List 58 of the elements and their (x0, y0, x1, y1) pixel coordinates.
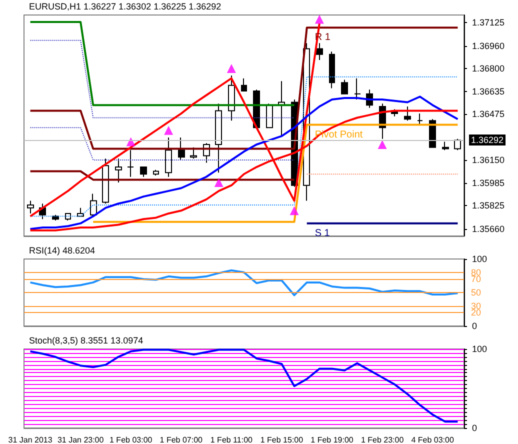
candlestick (316, 42, 323, 61)
y-tick-label: 1.36800 (472, 63, 505, 74)
candlestick (278, 80, 285, 137)
candlestick (341, 79, 348, 94)
candlestick (404, 106, 411, 122)
candlestick (178, 136, 185, 160)
point (378, 140, 387, 150)
y-tick-label: 100 (472, 344, 488, 354)
chart-title: EURUSD,H1 1.36227 1.36302 1.36225 1.36292 (29, 2, 222, 12)
y-tick-label: 1.36960 (472, 40, 505, 51)
candlestick (153, 169, 159, 176)
candlestick (165, 136, 172, 178)
chart-title: Stoch(8,3,5) 8.3551 13.0974 (29, 336, 144, 346)
series-label: S 1 (314, 228, 330, 239)
y-tick-label: 1.36475 (472, 109, 505, 120)
y-tick-label: 1.36635 (472, 86, 505, 97)
candlestick (241, 78, 247, 92)
x-tick-label: 1 Feb 07:00 (160, 436, 204, 444)
y-tick-label: 100 (472, 254, 488, 264)
y-tick-label: 1.36150 (472, 154, 505, 165)
chart-title: RSI(14) 48.6204 (29, 246, 96, 256)
candlestick (190, 146, 197, 160)
ref-line-label: 50 (471, 288, 482, 298)
x-tick-label: 1 Feb 15:00 (260, 436, 304, 444)
ref-line-label: 1.36292 (471, 135, 504, 145)
x-tick-label: 1 Feb 23:00 (360, 436, 404, 444)
x-tick-label: 31 Jan 2013 (8, 436, 53, 444)
candlestick (27, 200, 34, 214)
point (290, 206, 299, 216)
x-tick-label: 1 Feb 03:00 (110, 436, 153, 444)
x-tick-label: 31 Jan 23:00 (57, 436, 104, 444)
line-series (29, 348, 459, 423)
point (164, 126, 174, 135)
point (226, 64, 236, 73)
candlestick (442, 141, 449, 151)
point (214, 178, 224, 188)
candlestick (102, 158, 109, 204)
y-tick-label: 1.35825 (472, 200, 505, 211)
y-tick-label: 0 (472, 423, 478, 433)
candlestick (215, 103, 222, 174)
candlestick (228, 75, 235, 122)
candlestick (65, 212, 71, 222)
line-series (29, 269, 459, 296)
y-tick-label: 1.35985 (472, 178, 505, 188)
x-tick-label: 1 Feb 11:00 (210, 436, 254, 444)
candlestick (127, 150, 134, 178)
candlestick (90, 193, 97, 217)
candlestick (354, 78, 361, 100)
y-tick-label: 0 (472, 321, 478, 331)
candlestick (417, 113, 423, 126)
candlestick (115, 158, 122, 184)
x-tick-label: 4 Feb 03:00 (411, 436, 454, 444)
point (314, 14, 324, 24)
y-tick-label: 1.35660 (472, 224, 505, 234)
candlestick (329, 51, 335, 89)
x-tick-label: 1 Feb 19:00 (310, 436, 354, 444)
y-tick-label: 1.37125 (472, 18, 505, 28)
candlestick (140, 166, 147, 178)
